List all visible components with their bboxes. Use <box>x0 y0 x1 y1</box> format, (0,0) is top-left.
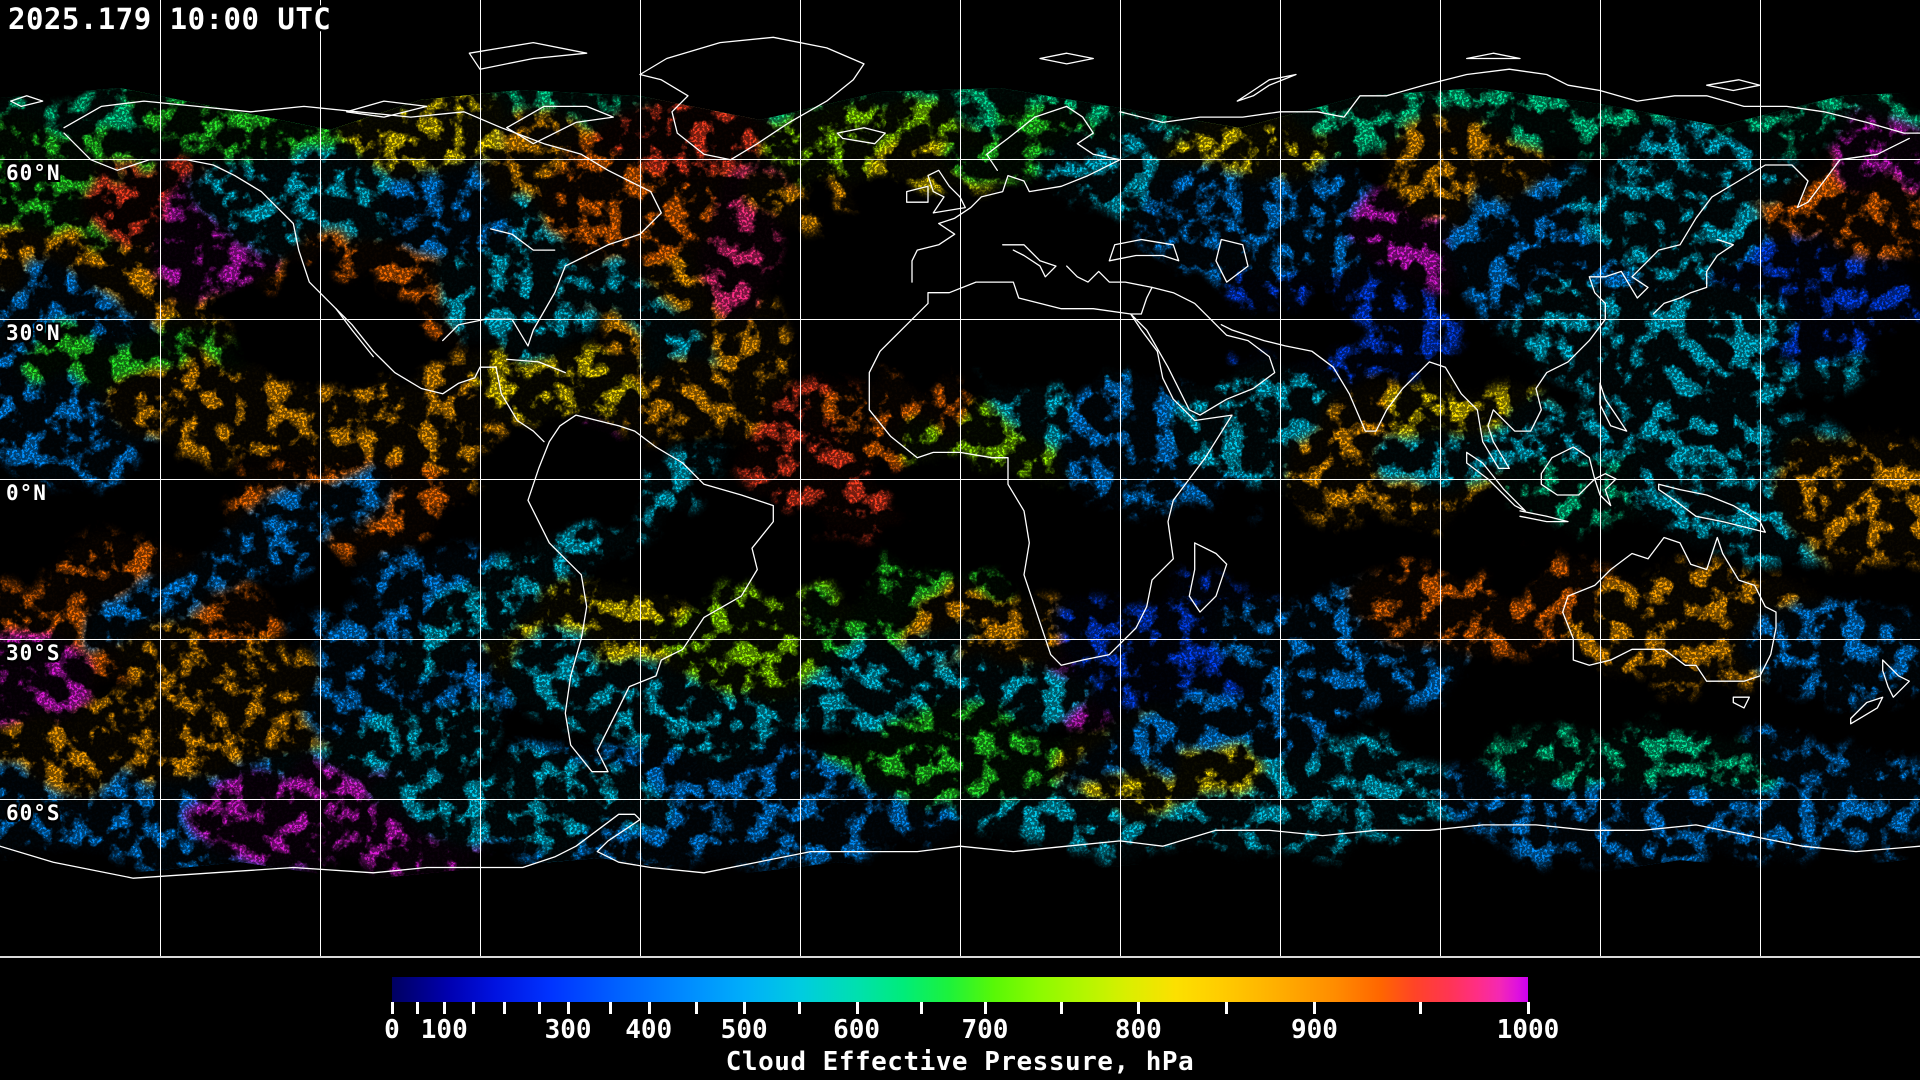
latitude-gridline <box>0 639 1920 640</box>
longitude-gridline <box>320 0 321 957</box>
longitude-gridline <box>640 0 641 957</box>
colorbar-tick <box>609 1002 613 1014</box>
colorbar-tick-label: 100 <box>420 1015 468 1045</box>
latitude-label: 60°N <box>6 161 61 185</box>
colorbar-tick <box>415 1002 419 1014</box>
colorbar-tick-label: 600 <box>833 1015 881 1045</box>
colorbar-tick <box>503 1002 507 1014</box>
longitude-gridline <box>800 0 801 957</box>
colorbar-tick <box>1419 1002 1423 1014</box>
latitude-gridline <box>0 799 1920 800</box>
colorbar-gradient <box>392 977 1528 1002</box>
longitude-gridline <box>1120 0 1121 957</box>
colorbar-tick-label: 1000 <box>1496 1015 1560 1045</box>
colorbar-tick <box>567 1002 571 1014</box>
colorbar-tick <box>797 1002 801 1014</box>
latitude-gridline <box>0 319 1920 320</box>
colorbar-tick-label: 800 <box>1114 1015 1162 1045</box>
colorbar-tick <box>537 1002 541 1014</box>
longitude-gridline <box>1440 0 1441 957</box>
timestamp-label: 2025.179 10:00 UTC <box>8 2 332 36</box>
colorbar-tick <box>471 1002 475 1014</box>
latitude-label: 30°S <box>6 641 61 665</box>
colorbar-tick <box>391 1002 394 1014</box>
colorbar-tick <box>1313 1002 1317 1014</box>
colorbar-tick-label: 500 <box>720 1015 768 1045</box>
latitude-label: 0°N <box>6 481 47 505</box>
map-bottom-frame <box>0 956 1920 958</box>
colorbar-tick-label: 300 <box>544 1015 592 1045</box>
colorbar-tick-label: 400 <box>625 1015 673 1045</box>
latitude-label: 60°S <box>6 801 61 825</box>
colorbar-tick <box>1060 1002 1064 1014</box>
longitude-gridline <box>1760 0 1761 957</box>
longitude-gridline <box>1600 0 1601 957</box>
longitude-gridline <box>1280 0 1281 957</box>
longitude-gridline <box>960 0 961 957</box>
longitude-gridline <box>480 0 481 957</box>
colorbar-tick <box>920 1002 924 1014</box>
world-map-canvas: 60°N 30°N 0°N 30°S 60°S 2025.179 10:00 UTC <box>0 0 1920 958</box>
colorbar-tick <box>695 1002 699 1014</box>
colorbar-tick <box>743 1002 747 1014</box>
latitude-gridline <box>0 479 1920 480</box>
colorbar-legend: 0 100 300 400 500 600 700 800 900 1000 Cloud Effe… <box>0 958 1920 1080</box>
colorbar-tick <box>647 1002 651 1014</box>
longitude-gridline <box>160 0 161 957</box>
colorbar-tick-label: 700 <box>961 1015 1009 1045</box>
coastlines <box>0 36 1920 879</box>
colorbar-tick <box>983 1002 987 1014</box>
colorbar-tick <box>443 1002 447 1014</box>
colorbar-tick <box>855 1002 859 1014</box>
colorbar-tick <box>1137 1002 1141 1014</box>
colorbar-tick <box>1527 1002 1530 1014</box>
latitude-gridline <box>0 159 1920 160</box>
colorbar-tick-label: 900 <box>1290 1015 1338 1045</box>
latitude-label: 30°N <box>6 321 61 345</box>
colorbar-title: Cloud Effective Pressure, hPa <box>725 1047 1195 1077</box>
colorbar-tick <box>1224 1002 1228 1014</box>
colorbar-tick-label: 0 <box>384 1015 400 1045</box>
